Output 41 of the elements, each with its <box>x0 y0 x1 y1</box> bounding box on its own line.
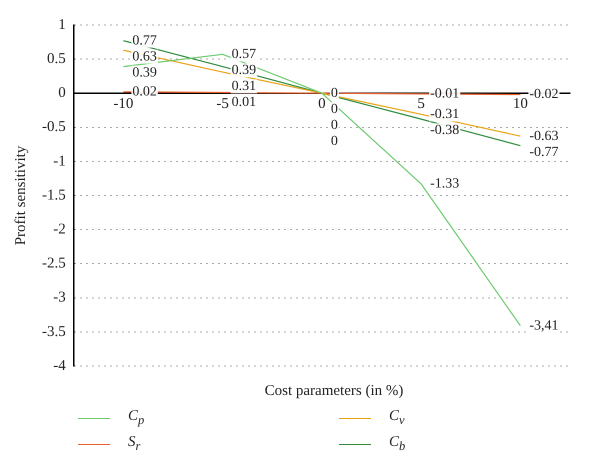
data-label: -0.63 <box>529 128 559 144</box>
data-label: 0 <box>330 118 338 133</box>
y-tick-label: -0.5 <box>42 119 66 136</box>
legend-label: C$_{v}$ <box>389 408 405 428</box>
y-axis-title: Profit sensitivity <box>12 145 29 246</box>
data-label: 0.02 <box>132 84 157 100</box>
data-label: -1.33 <box>430 176 460 192</box>
legend-label: C$_{p}$ <box>128 408 144 428</box>
data-label: -0.02 <box>529 87 559 102</box>
y-tick-label: -1 <box>53 153 66 170</box>
y-tick-label: -4 <box>53 358 66 374</box>
y-tick-label: -3.5 <box>42 324 66 340</box>
x-tick-label: 5 <box>417 96 425 112</box>
data-label: 0.39 <box>232 63 256 78</box>
data-label: -0.38 <box>430 123 460 138</box>
data-label: 0.31 <box>232 79 256 94</box>
legend-label: S$_{r}$ <box>128 434 140 453</box>
data-label: -3,41 <box>529 318 559 334</box>
data-label: 0 <box>330 134 338 149</box>
x-tick-label: -10 <box>113 96 134 112</box>
y-tick-label: -2.5 <box>42 256 66 272</box>
data-label: 0.57 <box>232 47 256 62</box>
data-label: -0.01 <box>430 86 460 102</box>
x-tick-label: -5 <box>216 96 229 112</box>
legend-label: C$_{b}$ <box>389 434 406 453</box>
y-tick-label: -3 <box>53 290 66 306</box>
data-label: -0.77 <box>529 144 559 160</box>
data-label: 0 <box>330 86 338 101</box>
data-label: -0.31 <box>430 107 460 122</box>
y-tick-label: 0.5 <box>46 51 66 68</box>
data-label: 0.77 <box>132 33 157 48</box>
x-axis-title: Cost parameters (in %) <box>264 383 404 400</box>
data-label: 0.63 <box>132 49 157 64</box>
data-label: 0.39 <box>132 65 157 80</box>
y-tick-label: 0 <box>58 85 66 102</box>
data-label: 0.01 <box>232 95 256 110</box>
x-tick-label: 10 <box>512 96 528 112</box>
y-tick-label: 1 <box>58 16 66 33</box>
x-tick-label: 0 <box>318 96 326 112</box>
y-tick-label: -2 <box>53 222 66 238</box>
y-tick-label: -1.5 <box>42 187 66 204</box>
